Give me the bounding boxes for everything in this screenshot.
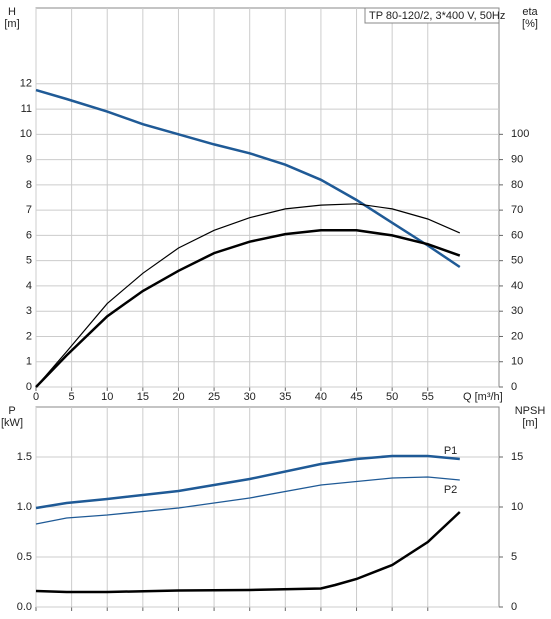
x-axis-label: Q [m³/h] xyxy=(463,391,503,403)
y2-tick-label: 50 xyxy=(511,255,523,267)
y2-tick-label: 90 xyxy=(511,154,523,166)
y-axis-label: P xyxy=(8,405,15,417)
y-axis-label: [kW] xyxy=(1,417,23,429)
y2-tick-label: 30 xyxy=(511,305,523,317)
y2-tick-label: 80 xyxy=(511,179,523,191)
y-tick-label: 9 xyxy=(26,154,32,166)
y2-tick-label: 60 xyxy=(511,229,523,241)
y-tick-label: 0 xyxy=(26,381,32,393)
x-tick-label: 45 xyxy=(350,391,362,403)
x-tick-label: 5 xyxy=(69,391,75,403)
series-label: P2 xyxy=(444,484,457,496)
y2-tick-label: 70 xyxy=(511,204,523,216)
y-axis-label: H xyxy=(8,6,16,18)
x-tick-label: 50 xyxy=(386,391,398,403)
curve xyxy=(35,88,461,269)
x-tick-label: 15 xyxy=(137,391,149,403)
y-tick-label: 0.5 xyxy=(17,551,32,563)
y2-tick-label: 10 xyxy=(511,356,523,368)
y-tick-label: 12 xyxy=(20,78,32,90)
y2-tick-label: 0 xyxy=(511,381,517,393)
curve xyxy=(35,511,461,594)
curve xyxy=(35,476,460,525)
y-tick-label: 2 xyxy=(26,330,32,342)
y-tick-label: 1.5 xyxy=(17,451,32,463)
y2-tick-label: 20 xyxy=(511,330,523,342)
x-tick-label: 40 xyxy=(315,391,327,403)
y-tick-label: 0.0 xyxy=(17,601,32,613)
y2-axis-label: [m] xyxy=(522,417,537,429)
y-tick-label: 11 xyxy=(21,103,32,115)
y2-tick-label: 100 xyxy=(511,128,529,140)
curve xyxy=(35,203,461,388)
y-tick-label: 8 xyxy=(26,179,32,191)
x-tick-label: 20 xyxy=(172,391,184,403)
chart-title: TP 80-120/2, 3*400 V, 50Hz xyxy=(369,10,505,22)
y-tick-label: 1.0 xyxy=(17,501,32,513)
y-tick-label: 6 xyxy=(26,229,32,241)
x-tick-label: 25 xyxy=(208,391,220,403)
x-tick-label: 0 xyxy=(33,391,39,403)
x-tick-label: 55 xyxy=(422,391,434,403)
x-tick-label: 10 xyxy=(101,391,113,403)
y-tick-label: 3 xyxy=(26,305,32,317)
y2-tick-label: 40 xyxy=(511,280,523,292)
y2-axis-label: NPSH xyxy=(515,405,546,417)
x-tick-label: 30 xyxy=(244,391,256,403)
series-label: P1 xyxy=(444,445,457,457)
y2-tick-label: 10 xyxy=(511,501,523,513)
x-tick-label: 35 xyxy=(279,391,291,403)
y-axis-label: [m] xyxy=(4,18,19,30)
y-tick-label: 10 xyxy=(20,128,32,140)
y2-axis-label: [%] xyxy=(522,18,538,30)
y2-axis-label: eta xyxy=(522,6,538,18)
y2-tick-label: 0 xyxy=(511,601,517,613)
y-tick-label: 4 xyxy=(26,280,32,292)
curve xyxy=(35,454,460,510)
y-tick-label: 7 xyxy=(26,204,32,216)
title-box xyxy=(364,7,500,24)
y-tick-label: 5 xyxy=(26,255,32,267)
y2-tick-label: 5 xyxy=(511,551,517,563)
curve xyxy=(35,229,461,388)
plot-area xyxy=(35,7,500,388)
y2-tick-label: 15 xyxy=(511,451,523,463)
y-tick-label: 1 xyxy=(26,356,32,368)
